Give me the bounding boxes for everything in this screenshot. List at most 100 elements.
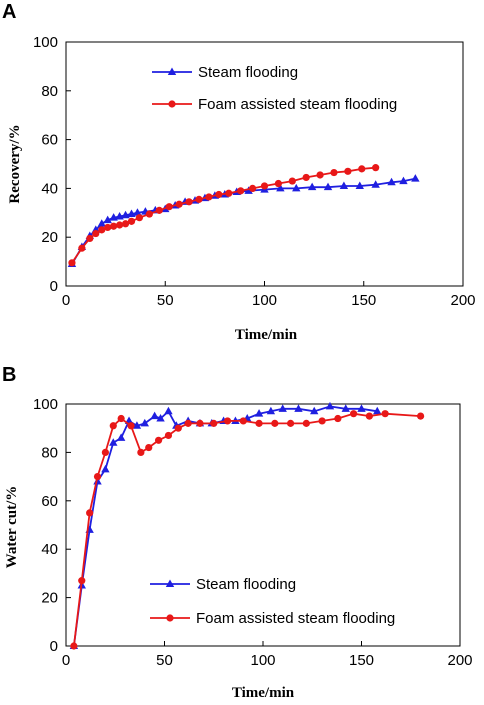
foam-assisted-steam-flooding-point	[164, 431, 173, 440]
steam-flooding-point	[387, 177, 396, 186]
foam-assisted-steam-flooding-point	[70, 642, 78, 650]
steam-flooding-point	[371, 180, 380, 188]
steam-flooding-point	[115, 211, 124, 220]
foam-assisted-steam-flooding-point	[210, 419, 218, 427]
y-tick-label: 80	[41, 83, 58, 100]
panel-b-legend: Steam flooding Foam assisted steam floodi…	[150, 576, 395, 627]
panel-b-letter: B	[2, 364, 16, 386]
foam-assisted-steam-flooding-point	[154, 436, 163, 444]
foam-assisted-steam-flooding-point	[101, 448, 109, 456]
foam-assisted-steam-flooding-point	[68, 259, 76, 267]
foam-assisted-steam-flooding-point	[381, 410, 389, 418]
panel-a-axes: 0 50 100 150 200 0 20 40 60 80 100	[33, 34, 476, 309]
y-tick-label: 60	[41, 493, 58, 510]
x-tick-label: 200	[447, 652, 472, 669]
steam-flooding-point	[127, 209, 136, 218]
steam-flooding-point	[254, 409, 264, 417]
steam-flooding-point	[355, 181, 364, 189]
steam-flooding-point	[156, 414, 165, 422]
foam-assisted-steam-flooding-point	[302, 173, 310, 182]
panel-a-y-axis-label: Recovery/%	[7, 124, 23, 203]
steam-flooding-point	[399, 176, 408, 185]
foam-assisted-steam-flooding-point	[93, 473, 102, 481]
foam-assisted-steam-flooding-point	[135, 214, 144, 222]
foam-assisted-steam-flooding-point	[215, 190, 223, 199]
steam-flooding-point	[307, 182, 317, 191]
y-tick-label: 40	[41, 180, 58, 197]
foam-assisted-steam-flooding-point	[115, 221, 124, 229]
panel-b-series-layer	[69, 401, 425, 650]
panel-b-y-axis-label: Water cut/%	[4, 486, 20, 569]
steam-flooding-point	[323, 182, 333, 191]
steam-flooding-point	[373, 406, 382, 415]
foam-assisted-steam-flooding-point	[185, 198, 193, 206]
steam-flooding-point	[109, 438, 118, 446]
x-tick-label: 100	[252, 292, 277, 309]
legend-marker-steam-flooding	[167, 67, 177, 75]
foam-assisted-steam-flooding-point	[365, 412, 373, 420]
foam-assisted-steam-flooding-point	[98, 226, 106, 234]
foam-assisted-steam-flooding-point	[223, 417, 232, 425]
legend-marker-foam-assisted-steam-flooding	[166, 614, 174, 622]
foam-assisted-steam-flooding-point	[271, 419, 279, 427]
legend-label-foam-assisted-steam-flooding: Foam assisted steam flooding	[196, 610, 395, 627]
foam-assisted-steam-flooding-point	[286, 419, 295, 427]
panel-b-axes: 0 50 100 150 200 0 20 40 60 80 100	[33, 396, 473, 669]
x-tick-label: 150	[349, 652, 374, 669]
steam-flooding-point	[150, 411, 159, 420]
foam-assisted-steam-flooding-point	[78, 577, 86, 585]
legend-marker-steam-flooding	[165, 579, 175, 587]
foam-assisted-steam-flooding-point	[358, 165, 366, 173]
x-tick-label: 0	[62, 652, 70, 669]
panel-a-legend: Steam flooding Foam assisted steam floodi…	[152, 64, 397, 113]
foam-assisted-steam-flooding-point	[86, 234, 94, 243]
foam-assisted-steam-flooding-point	[255, 419, 263, 427]
foam-assisted-steam-flooding-point	[127, 422, 135, 430]
foam-assisted-steam-flooding-point	[318, 417, 326, 425]
foam-assisted-steam-flooding-point	[92, 229, 100, 238]
steam-flooding-point	[276, 183, 285, 192]
foam-assisted-steam-flooding-line	[73, 412, 421, 647]
steam-flooding-point	[133, 208, 142, 216]
steam-flooding-point	[132, 421, 142, 429]
x-tick-label: 100	[250, 652, 275, 669]
steam-flooding-point	[140, 418, 149, 427]
steam-flooding-point	[292, 183, 301, 192]
steam-flooding-point	[278, 404, 287, 412]
panel-a-recovery-chart: A Recovery/% Time/min 0 50 100 150 200 0 20 40 6…	[2, 1, 476, 343]
legend-label-foam-assisted-steam-flooding: Foam assisted steam flooding	[198, 96, 397, 113]
y-tick-label: 0	[50, 278, 58, 295]
steam-flooding-point	[116, 433, 126, 441]
foam-assisted-steam-flooding-point	[344, 167, 352, 175]
y-tick-label: 0	[50, 638, 58, 655]
x-tick-label: 50	[156, 652, 173, 669]
panel-a-series-layer	[67, 164, 420, 268]
x-tick-label: 0	[62, 292, 70, 309]
foam-assisted-steam-flooding-point	[109, 422, 117, 430]
y-tick-label: 100	[33, 396, 58, 413]
panel-a-letter: A	[2, 1, 16, 23]
foam-assisted-steam-flooding-point	[350, 410, 358, 418]
x-tick-label: 200	[450, 292, 475, 309]
foam-assisted-steam-flooding-point	[417, 412, 425, 420]
steam-flooding-point	[97, 219, 106, 227]
steam-flooding-point	[109, 213, 118, 221]
steam-flooding-point	[339, 181, 349, 189]
x-tick-label: 50	[157, 292, 174, 309]
foam-assisted-steam-flooding-point	[175, 200, 183, 208]
y-tick-label: 20	[41, 590, 58, 607]
foam-assisted-steam-flooding-point	[248, 184, 257, 192]
foam-assisted-steam-flooding-point	[334, 414, 342, 423]
y-tick-label: 20	[41, 229, 58, 246]
foam-assisted-steam-flooding-point	[195, 195, 203, 203]
foam-assisted-steam-flooding-point	[155, 206, 163, 214]
foam-assisted-steam-flooding-point	[274, 179, 282, 188]
foam-assisted-steam-flooding-point	[316, 171, 324, 179]
foam-assisted-steam-flooding-point	[165, 203, 173, 211]
y-tick-label: 80	[41, 444, 58, 461]
legend-label-steam-flooding: Steam flooding	[196, 576, 296, 593]
foam-assisted-steam-flooding-point	[260, 182, 269, 190]
x-tick-label: 150	[351, 292, 376, 309]
panel-a-x-axis-label: Time/min	[235, 327, 298, 343]
